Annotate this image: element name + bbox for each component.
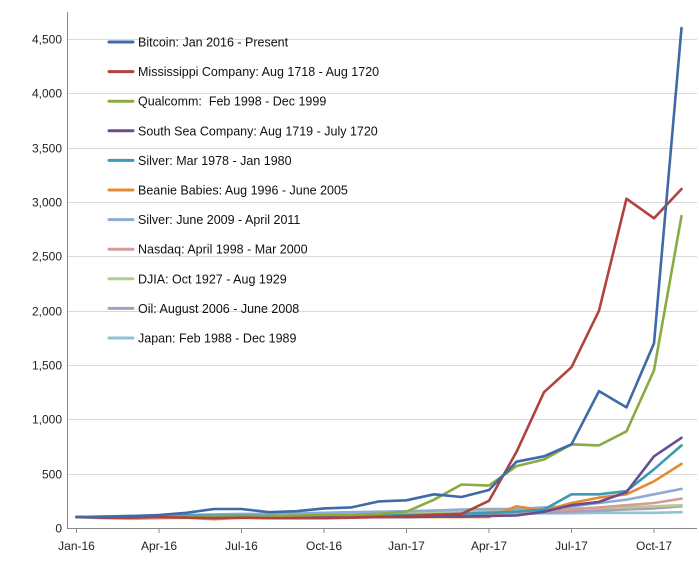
legend-label: Oil: August 2006 - June 2008 <box>138 302 299 316</box>
axes <box>67 12 697 533</box>
x-tick-label: Apr-17 <box>471 539 507 553</box>
legend-label: Silver: Mar 1978 - Jan 1980 <box>138 154 292 168</box>
y-axis-tick-labels: 0 500 1,000 1,500 2,000 2,500 3,000 3,500 4,000 4… <box>32 33 62 536</box>
legend-label: Qualcomm: Feb 1998 - Dec 1999 <box>138 95 326 109</box>
legend: Bitcoin: Jan 2016 - Present Mississippi C… <box>107 36 379 346</box>
gridlines <box>67 39 697 475</box>
legend-label: Beanie Babies: Aug 1996 - June 2005 <box>138 184 348 198</box>
y-tick-label: 3,000 <box>32 196 62 210</box>
y-tick-label: 1,000 <box>32 413 62 427</box>
y-tick-label: 0 <box>55 522 62 536</box>
legend-label: Silver: June 2009 - April 2011 <box>138 213 300 227</box>
y-tick-label: 500 <box>42 468 62 482</box>
y-tick-label: 1,500 <box>32 359 62 373</box>
y-tick-label: 2,000 <box>32 305 62 319</box>
series-line <box>75 187 683 520</box>
series-line <box>75 26 683 519</box>
legend-label: DJIA: Oct 1927 - Aug 1929 <box>138 272 287 286</box>
x-tick-label: Oct-16 <box>306 539 342 553</box>
y-tick-label: 4,500 <box>32 33 62 47</box>
y-tick-label: 3,500 <box>32 142 62 156</box>
x-tick-label: Oct-17 <box>636 539 672 553</box>
legend-label: Nasdaq: April 1998 - Mar 2000 <box>138 243 308 257</box>
x-tick-label: Jan-17 <box>388 539 425 553</box>
legend-label: Bitcoin: Jan 2016 - Present <box>138 36 289 50</box>
legend-label: Mississippi Company: Aug 1718 - Aug 1720 <box>138 65 379 79</box>
x-axis-tick-labels: Jan-16 Apr-16 Jul-16 Oct-16 Jan-17 Apr-17 Jul-… <box>58 539 672 553</box>
y-tick-label: 4,000 <box>32 87 62 101</box>
x-tick-label: Jul-16 <box>225 539 258 553</box>
series-lines <box>75 26 683 521</box>
x-tick-label: Jul-17 <box>555 539 588 553</box>
legend-label: South Sea Company: Aug 1719 - July 1720 <box>138 124 378 138</box>
x-tick-label: Apr-16 <box>141 539 177 553</box>
x-tick-label: Jan-16 <box>58 539 95 553</box>
legend-label: Japan: Feb 1988 - Dec 1989 <box>138 332 296 346</box>
y-tick-label: 2,500 <box>32 250 62 264</box>
